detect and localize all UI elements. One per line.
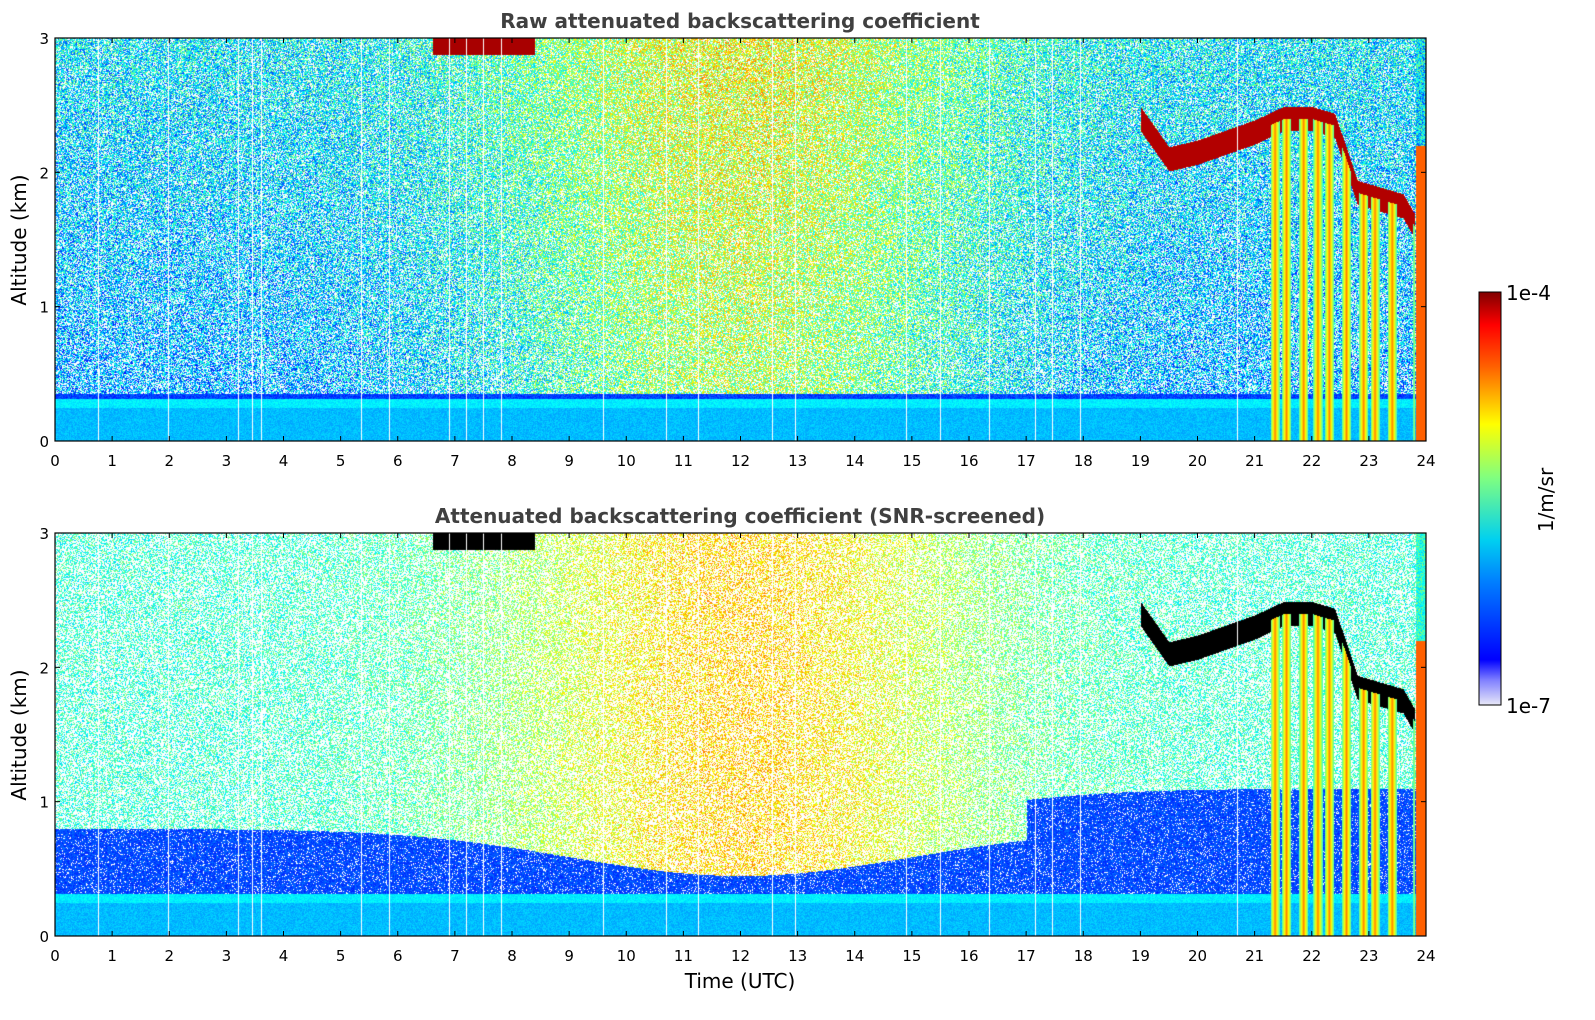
panel2-ticks: 0 1 2 3 4 5 6 7 8 9 10 11 12 13 14 15 16 17 18 19 20 21 22 23 24…: [39, 525, 1435, 965]
y-tick-label: 2: [39, 659, 49, 677]
x-tick-label: 15: [902, 947, 921, 965]
panel1-heatmap: [55, 38, 1426, 441]
x-tick-label: 21: [1245, 947, 1264, 965]
panel1-ylabel: Altitude (km): [7, 174, 31, 305]
y-tick-label: 1: [39, 794, 49, 812]
x-tick-label: 18: [1074, 947, 1093, 965]
x-tick-label: 8: [507, 947, 517, 965]
x-tick-label: 12: [731, 947, 750, 965]
panel2-ylabel: Altitude (km): [7, 669, 31, 800]
x-tick-label: 8: [507, 452, 517, 470]
panel2-heatmap: [55, 533, 1426, 936]
x-tick-label: 23: [1359, 947, 1378, 965]
x-tick-label: 1: [107, 452, 117, 470]
x-tick-label: 3: [222, 452, 232, 470]
x-tick-label: 22: [1302, 452, 1321, 470]
panel1-title: Raw attenuated backscattering coefficien…: [500, 9, 980, 33]
y-tick-label: 1: [39, 299, 49, 317]
x-tick-label: 0: [50, 452, 60, 470]
x-tick-label: 10: [617, 452, 636, 470]
x-tick-label: 4: [279, 947, 289, 965]
x-tick-label: 0: [50, 947, 60, 965]
x-tick-label: 14: [845, 452, 864, 470]
x-tick-label: 20: [1188, 452, 1207, 470]
x-tick-label: 11: [674, 947, 693, 965]
panel-raw: Raw attenuated backscattering coefficien…: [7, 9, 1436, 470]
x-tick-label: 16: [959, 947, 978, 965]
x-tick-label: 11: [674, 452, 693, 470]
x-tick-label: 7: [450, 452, 460, 470]
y-tick-label: 3: [39, 525, 49, 543]
y-tick-label: 0: [39, 433, 49, 451]
x-tick-label: 24: [1416, 452, 1435, 470]
x-tick-label: 9: [564, 452, 574, 470]
y-tick-label: 3: [39, 30, 49, 48]
x-tick-label: 17: [1017, 452, 1036, 470]
colorbar-min-label: 1e-7: [1506, 694, 1551, 718]
panel1-plot-area: 0 1 2 3 4 5 6 7 8 9 10 11 12 13 14 15 16 17 18 19 20 21 22 23 24…: [39, 30, 1435, 470]
x-tick-label: 14: [845, 947, 864, 965]
x-tick-label: 1: [107, 947, 117, 965]
x-tick-label: 5: [336, 452, 346, 470]
x-tick-label: 20: [1188, 947, 1207, 965]
colorbar-max-label: 1e-4: [1506, 281, 1551, 305]
x-tick-label: 24: [1416, 947, 1435, 965]
x-tick-label: 7: [450, 947, 460, 965]
x-tick-label: 15: [902, 452, 921, 470]
x-tick-label: 21: [1245, 452, 1264, 470]
x-tick-label: 16: [959, 452, 978, 470]
x-tick-label: 22: [1302, 947, 1321, 965]
panel-snr-screened: Attenuated backscattering coefficient (S…: [7, 504, 1436, 993]
panel2-title: Attenuated backscattering coefficient (S…: [435, 504, 1045, 528]
x-tick-label: 10: [617, 947, 636, 965]
x-tick-label: 5: [336, 947, 346, 965]
panel2-xlabel: Time (UTC): [684, 969, 796, 993]
x-tick-label: 2: [164, 452, 174, 470]
x-tick-label: 4: [279, 452, 289, 470]
colorbar: 1e-4 1e-7 1/m/sr: [1478, 281, 1558, 718]
x-tick-label: 2: [164, 947, 174, 965]
y-tick-label: 2: [39, 164, 49, 182]
x-tick-label: 18: [1074, 452, 1093, 470]
x-tick-label: 13: [788, 947, 807, 965]
panel1-ticks: 0 1 2 3 4 5 6 7 8 9 10 11 12 13 14 15 16 17 18 19 20 21 22 23 24…: [39, 30, 1435, 470]
x-tick-label: 19: [1131, 947, 1150, 965]
x-tick-label: 13: [788, 452, 807, 470]
colorbar-unit-label: 1/m/sr: [1534, 467, 1558, 532]
x-tick-label: 3: [222, 947, 232, 965]
x-tick-label: 23: [1359, 452, 1378, 470]
x-tick-label: 6: [393, 947, 403, 965]
panel2-plot-area: 0 1 2 3 4 5 6 7 8 9 10 11 12 13 14 15 16 17 18 19 20 21 22 23 24…: [39, 525, 1435, 965]
y-tick-label: 0: [39, 928, 49, 946]
colorbar-gradient: [1478, 291, 1502, 706]
x-tick-label: 6: [393, 452, 403, 470]
x-tick-label: 19: [1131, 452, 1150, 470]
x-tick-label: 17: [1017, 947, 1036, 965]
x-tick-label: 9: [564, 947, 574, 965]
x-tick-label: 12: [731, 452, 750, 470]
